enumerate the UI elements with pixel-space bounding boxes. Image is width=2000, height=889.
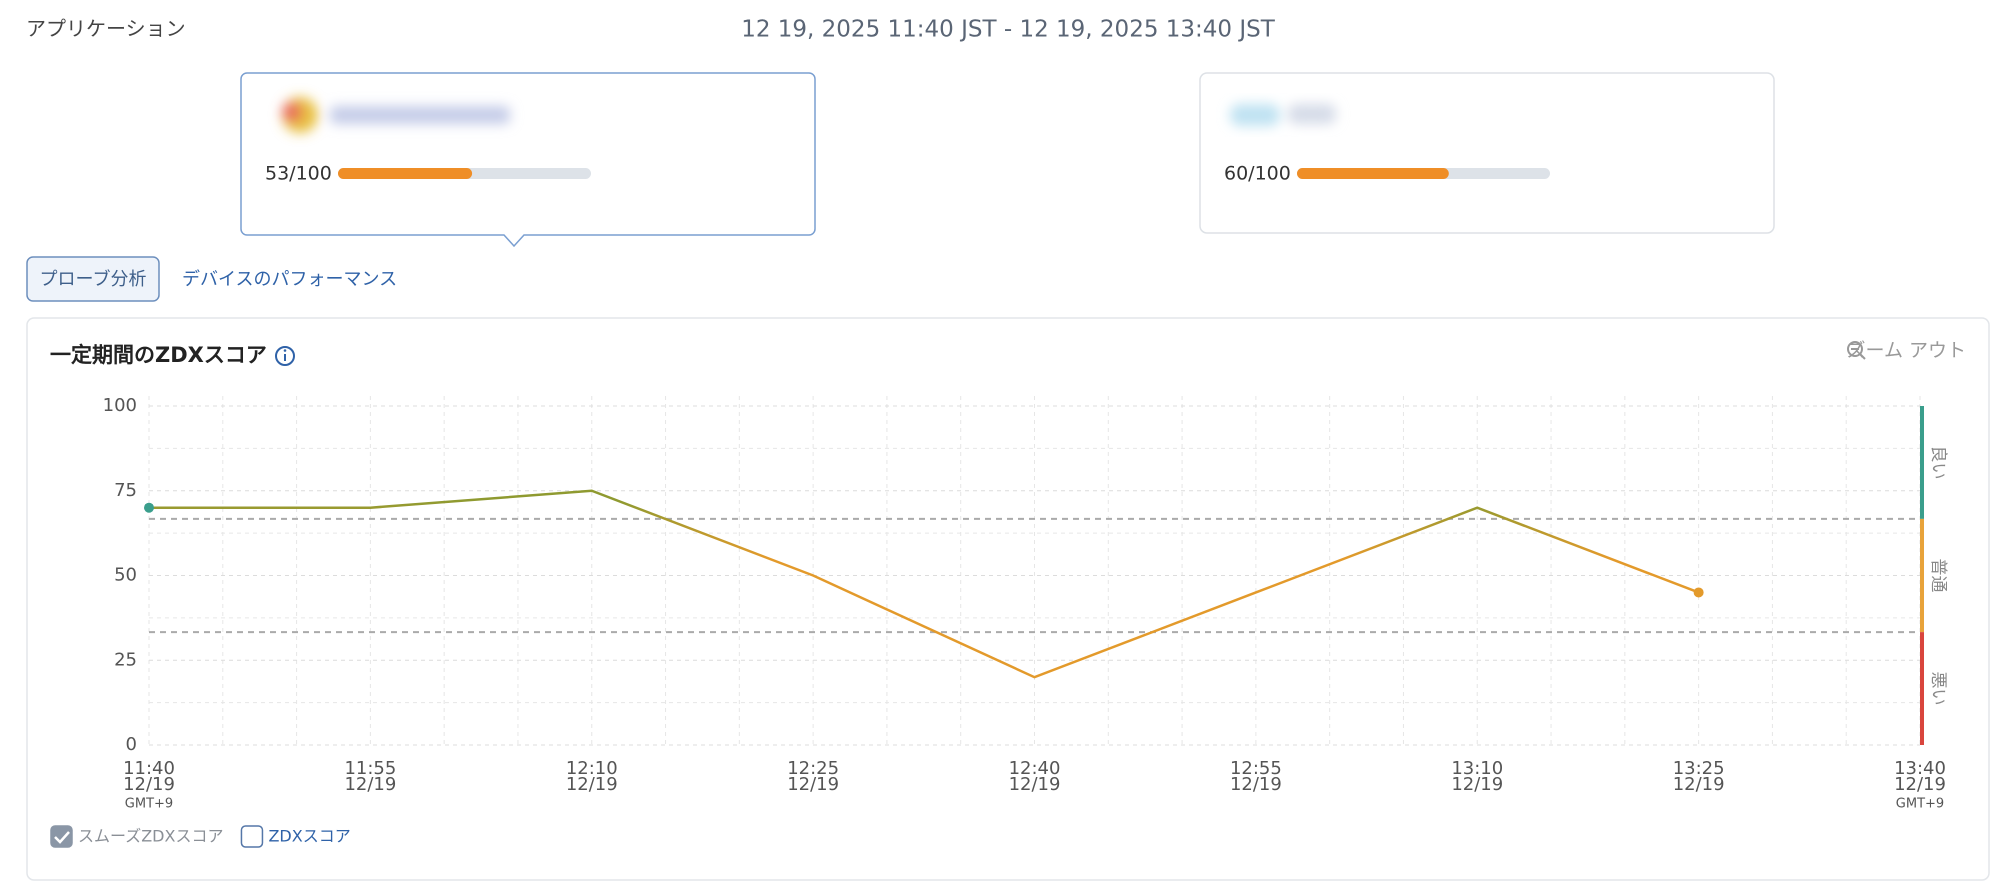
band-bar — [1920, 518, 1924, 633]
band-label: 良い — [1928, 445, 1948, 479]
zoom-out[interactable]: ズーム アウト — [1847, 340, 1966, 362]
x-tick-date: 12/19 — [1673, 774, 1725, 795]
card-border — [1199, 72, 1775, 234]
legend-label: ZDXスコア — [268, 827, 350, 846]
end-point — [1693, 587, 1704, 598]
tab-label[interactable]: デバイスのパフォーマンス — [182, 269, 397, 290]
x-tick-timezone: GMT+9 — [1896, 797, 1944, 812]
legend-item[interactable]: ZDXスコア — [240, 825, 351, 848]
y-tick-label: 100 — [103, 395, 137, 416]
score-bar — [1297, 168, 1449, 179]
tab-label: プローブ分析 — [40, 268, 147, 290]
time-range: 12 19, 2025 11:40 JST - 12 19, 2025 13:4… — [741, 17, 1276, 43]
app-card[interactable]: 53/100 — [240, 72, 816, 248]
checkmark — [54, 831, 70, 844]
x-tick-label: 12:55 — [1230, 758, 1282, 779]
blurred-name — [282, 97, 510, 133]
band-bar — [1920, 632, 1924, 745]
zoom-out-label: ズーム アウト — [1847, 340, 1966, 362]
score-bar — [338, 168, 473, 179]
x-tick-timezone: GMT+9 — [125, 797, 173, 812]
app-card[interactable]: 60/100 — [1199, 72, 1775, 234]
y-tick-label: 50 — [114, 565, 137, 586]
y-tick-label: 75 — [114, 480, 137, 501]
x-tick-label: 11:40 — [123, 758, 175, 779]
y-tick-label: 0 — [126, 734, 137, 755]
chart-panel — [26, 317, 1990, 881]
checkbox — [240, 825, 264, 848]
plot: 025507510011:4012/19GMT+911:5512/1912:10… — [103, 395, 1948, 812]
chart-title: 一定期間のZDXスコア — [50, 343, 267, 367]
x-tick-label: 13:40 — [1894, 758, 1946, 779]
band-label: 悪い — [1928, 672, 1948, 706]
legend-item[interactable]: スムーズZDXスコア — [50, 825, 223, 848]
x-tick-date: 12/19 — [1451, 774, 1503, 795]
x-tick-date: 12/19 — [1230, 774, 1282, 795]
info-icon[interactable] — [275, 346, 295, 366]
band-bar — [1920, 406, 1924, 519]
tab-active — [26, 256, 160, 302]
band-label: 普通 — [1928, 559, 1948, 593]
checkbox — [50, 825, 73, 848]
tab[interactable]: プローブ分析 — [26, 256, 160, 302]
series-line — [149, 489, 1700, 679]
x-tick-date: 12/19 — [123, 774, 175, 795]
y-tick-label: 25 — [114, 649, 137, 670]
x-tick-date: 12/19 — [1894, 774, 1946, 795]
blurred-name — [1230, 104, 1336, 126]
x-tick-label: 13:25 — [1673, 758, 1725, 779]
section-label: アプリケーション — [26, 17, 186, 41]
x-tick-date: 12/19 — [566, 774, 618, 795]
card-border — [240, 72, 816, 248]
x-tick-date: 12/19 — [787, 774, 839, 795]
x-tick-date: 12/19 — [344, 774, 396, 795]
legend-label: スムーズZDXスコア — [78, 827, 223, 846]
score-label: 60/100 — [1224, 163, 1291, 185]
end-point — [144, 502, 154, 513]
x-tick-label: 12:40 — [1009, 758, 1061, 779]
legend: スムーズZDXスコア ZDXスコア — [50, 825, 351, 848]
x-tick-label: 12:10 — [566, 758, 618, 779]
x-tick-label: 13:10 — [1451, 758, 1503, 779]
x-tick-label: 12:25 — [787, 758, 839, 779]
x-tick-date: 12/19 — [1009, 774, 1061, 795]
x-tick-label: 11:55 — [344, 758, 396, 779]
score-label: 53/100 — [265, 163, 332, 185]
